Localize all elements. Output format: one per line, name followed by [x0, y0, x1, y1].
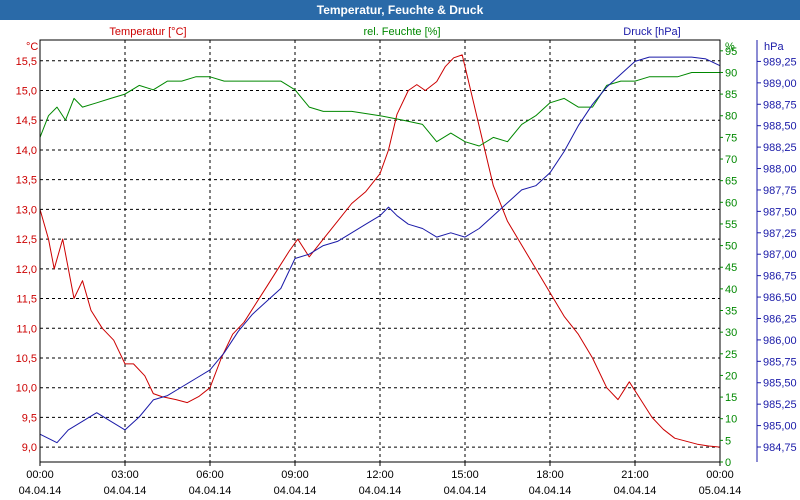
y-tick-label-humidity: 55	[725, 219, 737, 231]
y-tick-label-temperature: 10,5	[16, 353, 37, 365]
y-tick-label-temperature: 10,0	[16, 383, 37, 395]
series-lines	[39, 54, 721, 448]
y-tick-label-pressure: 985,75	[763, 356, 797, 368]
unit-pressure: hPa	[764, 41, 784, 53]
y-tick-label-pressure: 986,25	[763, 313, 797, 325]
x-tick-label-date: 05.04.14	[699, 485, 742, 497]
y-tick-label-humidity: 65	[725, 176, 737, 188]
x-tick-label-date: 04.04.14	[274, 485, 317, 497]
y-tick-label-humidity: 75	[725, 132, 737, 144]
y-tick-label-humidity: 5	[725, 435, 731, 447]
y-tick-label-humidity: 45	[725, 262, 737, 274]
y-tick-label-pressure: 988,50	[763, 121, 797, 133]
y-tick-label-humidity: 70	[725, 154, 737, 166]
y-tick-label-pressure: 987,75	[763, 185, 797, 197]
y-tick-label-humidity: 90	[725, 67, 737, 79]
y-tick-label-pressure: 987,50	[763, 206, 797, 218]
series-line-pressure	[39, 56, 721, 444]
y-tick-label-pressure: 984,75	[763, 442, 797, 454]
x-tick-label-time: 15:00	[451, 469, 479, 481]
x-tick-label-time: 00:00	[26, 469, 54, 481]
x-tick-label-date: 04.04.14	[529, 485, 572, 497]
y-tick-label-humidity: 80	[725, 111, 737, 123]
x-tick-label-time: 12:00	[366, 469, 394, 481]
legend-temperature: Temperatur [°C]	[109, 26, 186, 38]
legend-humidity: rel. Feuchte [%]	[363, 26, 440, 38]
y-tick-label-temperature: 13,0	[16, 204, 37, 216]
legend-pressure: Druck [hPa]	[623, 26, 680, 38]
unit-temperature: °C	[26, 41, 38, 53]
y-tick-label-pressure: 986,75	[763, 271, 797, 283]
y-tick-label-pressure: 986,00	[763, 335, 797, 347]
y-tick-label-temperature: 9,0	[22, 442, 37, 454]
y-tick-label-humidity: 95	[725, 46, 737, 58]
y-tick-label-pressure: 988,75	[763, 99, 797, 111]
y-tick-label-humidity: 35	[725, 306, 737, 318]
y-tick-label-pressure: 986,50	[763, 292, 797, 304]
y-tick-label-temperature: 13,5	[16, 175, 37, 187]
y-tick-label-humidity: 0	[725, 457, 731, 469]
chart-area: 00:00 04.04.14 03:00 04.04.14 06:00 04.04.14 0…	[16, 26, 797, 497]
y-tick-label-temperature: 9,5	[22, 412, 37, 424]
x-tick-label-time: 18:00	[536, 469, 564, 481]
y-tick-label-temperature: 14,5	[16, 115, 37, 127]
x-tick-label-date: 04.04.14	[189, 485, 232, 497]
y-tick-label-humidity: 15	[725, 392, 737, 404]
chart-title: Temperatur, Feuchte & Druck	[0, 0, 800, 20]
axis-labels: 00:00 04.04.14 03:00 04.04.14 06:00 04.04.14 0…	[16, 40, 797, 497]
x-tick-label-time: 03:00	[111, 469, 139, 481]
y-tick-label-humidity: 40	[725, 284, 737, 296]
y-tick-label-pressure: 989,25	[763, 56, 797, 68]
y-tick-label-humidity: 25	[725, 349, 737, 361]
y-tick-label-humidity: 85	[725, 89, 737, 101]
x-tick-label-date: 04.04.14	[614, 485, 657, 497]
x-tick-label-date: 04.04.14	[359, 485, 402, 497]
x-tick-label-date: 04.04.14	[19, 485, 62, 497]
y-tick-label-humidity: 20	[725, 370, 737, 382]
x-tick-label-time: 06:00	[196, 469, 224, 481]
y-tick-label-pressure: 987,00	[763, 249, 797, 261]
y-tick-label-pressure: 985,00	[763, 421, 797, 433]
x-tick-label-date: 04.04.14	[104, 485, 147, 497]
y-tick-label-humidity: 30	[725, 327, 737, 339]
unit-humidity: %	[725, 41, 735, 53]
y-tick-label-temperature: 14,0	[16, 145, 37, 157]
x-tick-label-time: 21:00	[621, 469, 649, 481]
x-tick-label-time: 00:00	[706, 469, 734, 481]
x-tick-label-date: 04.04.14	[444, 485, 487, 497]
y-tick-label-pressure: 987,25	[763, 228, 797, 240]
y-tick-label-temperature: 11,5	[16, 294, 37, 306]
y-tick-label-temperature: 15,5	[16, 56, 37, 68]
y-tick-label-pressure: 989,00	[763, 78, 797, 90]
y-tick-label-pressure: 985,50	[763, 378, 797, 390]
y-tick-label-temperature: 12,5	[16, 234, 37, 246]
y-tick-label-temperature: 15,0	[16, 86, 37, 98]
x-tick-label-time: 09:00	[281, 469, 309, 481]
y-tick-label-temperature: 11,0	[16, 323, 37, 335]
y-tick-label-temperature: 12,0	[16, 264, 37, 276]
y-tick-label-humidity: 60	[725, 197, 737, 209]
series-line-temperature	[39, 54, 721, 448]
y-tick-label-pressure: 988,25	[763, 142, 797, 154]
y-tick-label-pressure: 988,00	[763, 164, 797, 176]
y-tick-label-humidity: 50	[725, 241, 737, 253]
y-tick-label-humidity: 10	[725, 414, 737, 426]
y-tick-label-pressure: 985,25	[763, 399, 797, 411]
